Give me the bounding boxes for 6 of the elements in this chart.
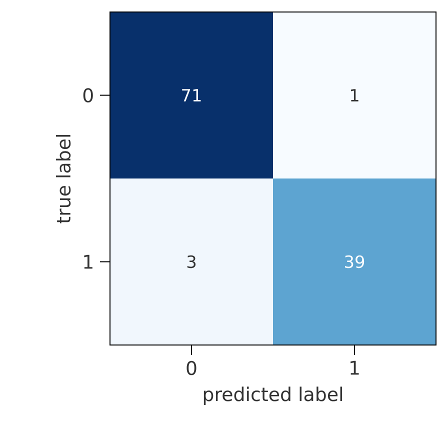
y-axis-title: true label	[56, 134, 71, 224]
data-label: 71	[182, 89, 201, 102]
data-label: 3	[187, 255, 196, 268]
x-axis-title: predicted label	[204, 386, 342, 405]
data-label: 1	[350, 89, 358, 102]
data-label: 39	[345, 255, 364, 268]
